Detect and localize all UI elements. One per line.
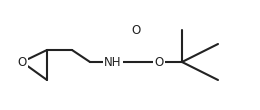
Text: O: O (131, 24, 141, 37)
Text: NH: NH (104, 56, 122, 69)
Text: O: O (17, 56, 27, 69)
Text: O: O (154, 56, 164, 69)
